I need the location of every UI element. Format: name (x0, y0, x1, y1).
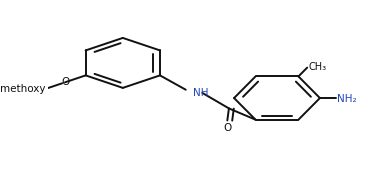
Text: O: O (224, 123, 232, 133)
Text: NH: NH (193, 88, 208, 97)
Text: methoxy: methoxy (0, 84, 45, 94)
Text: CH₃: CH₃ (309, 62, 327, 72)
Text: NH₂: NH₂ (337, 94, 357, 104)
Text: O: O (61, 77, 69, 87)
